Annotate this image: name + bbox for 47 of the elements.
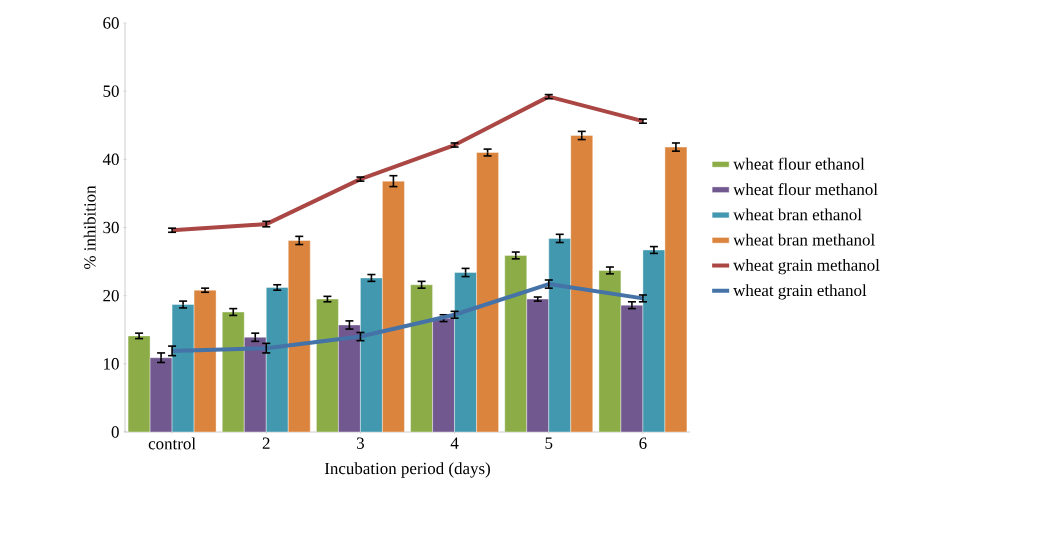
bar [288,240,311,432]
bar [360,277,383,432]
y-axis-title: % inhibition [83,185,96,270]
y-tick-label: 60 [103,17,119,29]
legend-label: wheat bran ethanol [733,208,862,221]
x-tick-label: 3 [357,437,364,449]
y-tick-label: 40 [102,153,119,166]
bar [598,270,622,432]
x-tick-label: 5 [545,437,553,449]
bar [171,304,195,432]
legend-label: wheat flour methanol [733,183,878,196]
bar [504,255,527,432]
bar [127,335,151,432]
y-tick-label: 30 [103,221,119,234]
y-tick-label: 50 [103,85,119,97]
bar [149,357,173,432]
x-tick-label: 6 [639,437,647,449]
bar [193,290,217,432]
bar [244,337,267,432]
x-tick-label: 2 [262,437,270,449]
bar [316,298,339,432]
y-tick-label: 20 [103,289,119,302]
legend-label: wheat grain methanol [733,258,880,275]
bar [410,284,433,432]
bar [432,317,455,432]
y-tick-label: 10 [104,358,119,370]
bar [664,146,688,432]
line-series [170,94,645,233]
bar [526,298,549,432]
x-tick-label: control [148,437,196,450]
bar [338,324,361,432]
bar [548,238,571,432]
bar [382,180,405,432]
bar [266,287,289,432]
bar [570,135,593,432]
bar [222,311,245,432]
bar [454,272,477,432]
line-series [170,282,645,353]
legend-label: wheat grain ethanol [733,284,867,300]
x-axis-title: Incubation period (days) [324,462,490,478]
y-tick-label: 0 [111,426,119,438]
bar [642,249,666,432]
bar [476,152,499,432]
bar [620,305,644,432]
legend-label: wheat bran methanol [733,233,875,246]
legend-label: wheat flour ethanol [733,157,865,170]
x-tick-label: 4 [450,437,459,449]
